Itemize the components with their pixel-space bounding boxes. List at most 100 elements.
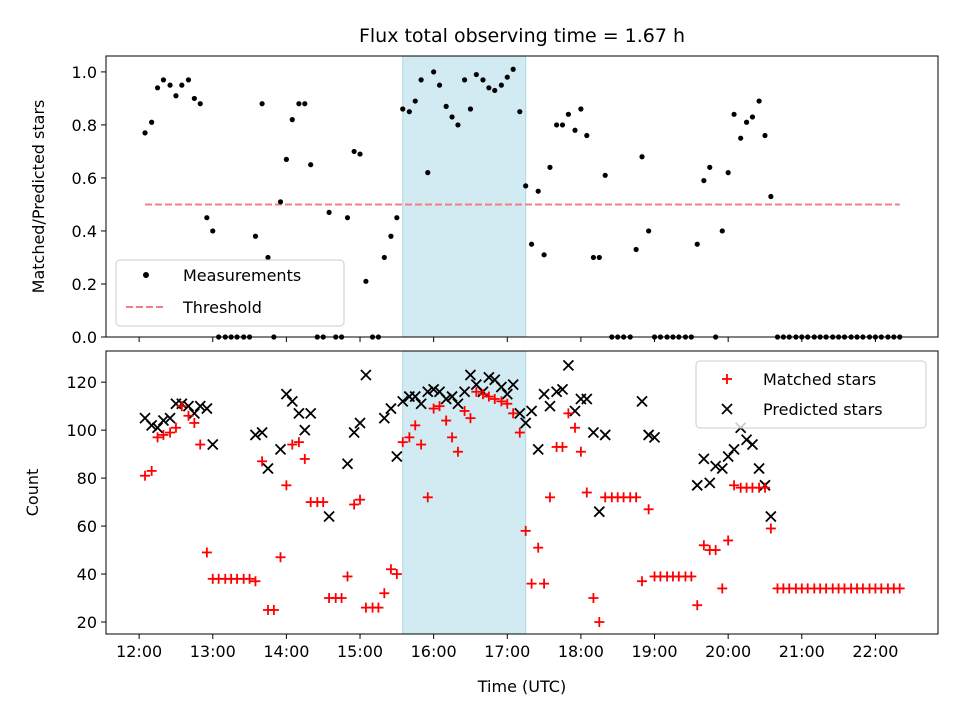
bottom-x-tick-label: 17:00 — [484, 642, 530, 661]
matched-point — [201, 547, 212, 558]
matched-point — [410, 420, 421, 431]
measurement-point — [554, 122, 560, 128]
matched-point — [465, 413, 476, 424]
matched-point — [385, 564, 396, 575]
measurement-point — [381, 254, 387, 261]
predicted-point — [507, 378, 519, 391]
measurement-point — [510, 66, 516, 72]
predicted-point — [201, 402, 213, 415]
measurement-point — [400, 106, 406, 112]
predicted-point — [341, 458, 354, 470]
bottom-x-tick-label: 20:00 — [705, 642, 751, 661]
matched-point — [152, 432, 163, 443]
measurement-point — [363, 278, 369, 284]
predicted-point — [538, 388, 550, 400]
measurement-point — [436, 82, 443, 88]
legend-matched-glyph — [722, 374, 732, 384]
predicted-point — [464, 369, 477, 381]
measurement-point — [528, 241, 535, 247]
bottom-x-tick-label: 18:00 — [558, 642, 604, 661]
predicted-point — [550, 386, 563, 398]
measurement-point — [590, 254, 597, 261]
measurement-point — [701, 177, 707, 184]
top-y-tick-label: 1.0 — [72, 63, 97, 82]
predicted-point — [544, 400, 556, 412]
predicted-point — [599, 429, 611, 441]
matched-point — [759, 482, 770, 493]
measurement-point — [578, 106, 584, 112]
bottom-x-tick-label: 19:00 — [631, 642, 677, 661]
predicted-point — [164, 412, 176, 424]
predicted-point — [765, 510, 777, 523]
top-y-tick-label: 0.4 — [72, 222, 97, 241]
predicted-point — [716, 462, 728, 475]
predicted-point — [274, 443, 287, 455]
matched-point — [355, 494, 366, 505]
predicted-point — [391, 450, 403, 463]
top-y-tick-label: 0.0 — [72, 328, 97, 347]
predicted-point — [569, 405, 581, 417]
predicted-point — [483, 371, 495, 384]
measurement-point — [149, 119, 155, 125]
predicted-point — [305, 407, 317, 419]
matched-point — [281, 480, 292, 491]
matched-point — [698, 540, 709, 551]
measurement-point — [547, 164, 553, 170]
matched-point — [342, 571, 353, 582]
measurement-point — [259, 101, 265, 107]
matched-point — [373, 602, 384, 613]
measurement-point — [455, 122, 461, 128]
matched-point — [557, 441, 568, 452]
predicted-point — [151, 422, 164, 434]
matched-point — [170, 422, 181, 433]
legend-predicted-glyph — [721, 403, 733, 415]
measurement-point — [344, 215, 351, 221]
measurement-point — [535, 188, 541, 194]
measurement-point — [449, 114, 455, 120]
matched-point — [544, 492, 555, 503]
matched-point — [631, 492, 642, 503]
matched-point — [765, 523, 776, 534]
matched-point — [183, 410, 194, 421]
predicted-point — [354, 417, 366, 429]
predicted-point — [262, 462, 274, 475]
measurement-point — [694, 241, 700, 247]
predicted-point — [648, 431, 661, 443]
matched-point — [483, 391, 494, 402]
bottom-x-tick-label: 14:00 — [263, 642, 309, 661]
measurement-point — [559, 122, 566, 128]
measurement-point — [565, 111, 571, 117]
measurement-point — [252, 233, 259, 239]
bottom-y-tick-label: 80 — [77, 469, 97, 488]
matched-point — [275, 552, 286, 563]
matched-point — [643, 504, 654, 515]
predicted-point — [157, 414, 170, 427]
matched-point — [489, 393, 500, 404]
top-y-tick-label: 0.2 — [72, 275, 97, 294]
measurement-point — [492, 87, 498, 94]
measurement-point — [154, 85, 161, 91]
measurement-point — [572, 127, 578, 133]
matched-point — [570, 422, 581, 433]
legend-measurements-marker — [143, 272, 149, 278]
bottom-x-tick-label: 15:00 — [337, 642, 383, 661]
top-legend: Measurements Threshold — [115, 259, 345, 327]
matched-point — [637, 576, 648, 587]
predicted-point — [704, 477, 716, 489]
predicted-point — [280, 388, 293, 400]
bottom-x-tick-label: 16:00 — [411, 642, 457, 661]
bottom-x-tick-label: 21:00 — [779, 642, 825, 661]
matched-point — [526, 578, 537, 589]
bottom-predicted-points — [139, 359, 777, 523]
matched-point — [293, 437, 304, 448]
top-measurement-points — [142, 66, 903, 340]
measurement-point — [167, 82, 173, 88]
top-x-ticks — [138, 337, 876, 342]
measurement-point — [326, 209, 332, 216]
measurement-point — [425, 170, 431, 176]
bottom-x-tick-label: 13:00 — [190, 642, 236, 661]
matched-point — [441, 415, 452, 426]
top-legend-box — [115, 259, 345, 327]
matched-point — [581, 487, 592, 498]
